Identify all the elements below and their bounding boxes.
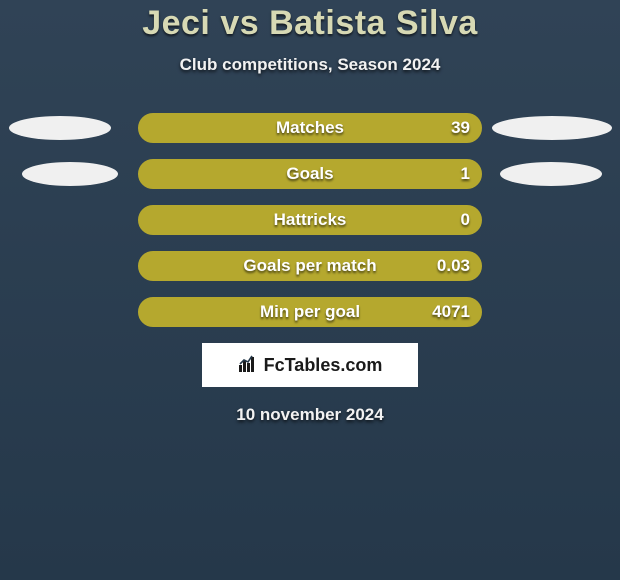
stat-value-right: 4071 (432, 299, 470, 325)
stat-row: Min per goal 4071 (0, 297, 620, 327)
page-title: Jeci vs Batista Silva (0, 4, 620, 43)
stat-label: Goals (286, 161, 333, 187)
stat-value-right: 39 (451, 115, 470, 141)
logo-text: FcTables.com (264, 355, 383, 376)
stat-bar-track: Goals 1 (138, 159, 482, 189)
stat-row: Goals per match 0.03 (0, 251, 620, 281)
stat-value-right: 0.03 (437, 253, 470, 279)
stat-label: Hattricks (274, 207, 347, 233)
stat-label: Min per goal (260, 299, 360, 325)
player-right-badge (492, 116, 612, 140)
stat-label: Matches (276, 115, 344, 141)
date-line: 10 november 2024 (0, 405, 620, 425)
stat-value-right: 1 (461, 161, 470, 187)
source-logo: FcTables.com (202, 343, 418, 387)
stat-bar-track: Hattricks 0 (138, 205, 482, 235)
subtitle: Club competitions, Season 2024 (0, 55, 620, 75)
stats-area: Matches 39 Goals 1 Hattricks 0 Goals per match… (0, 113, 620, 327)
stat-row: Hattricks 0 (0, 205, 620, 235)
player-right-badge (500, 162, 602, 186)
stat-bar-track: Matches 39 (138, 113, 482, 143)
player-left-badge (9, 116, 111, 140)
stat-bar-track: Goals per match 0.03 (138, 251, 482, 281)
comparison-card: Jeci vs Batista Silva Club competitions,… (0, 0, 620, 580)
stat-bar-track: Min per goal 4071 (138, 297, 482, 327)
chart-bars-icon (238, 353, 258, 378)
player-left-badge (22, 162, 118, 186)
stat-label: Goals per match (243, 253, 376, 279)
stat-value-right: 0 (461, 207, 470, 233)
